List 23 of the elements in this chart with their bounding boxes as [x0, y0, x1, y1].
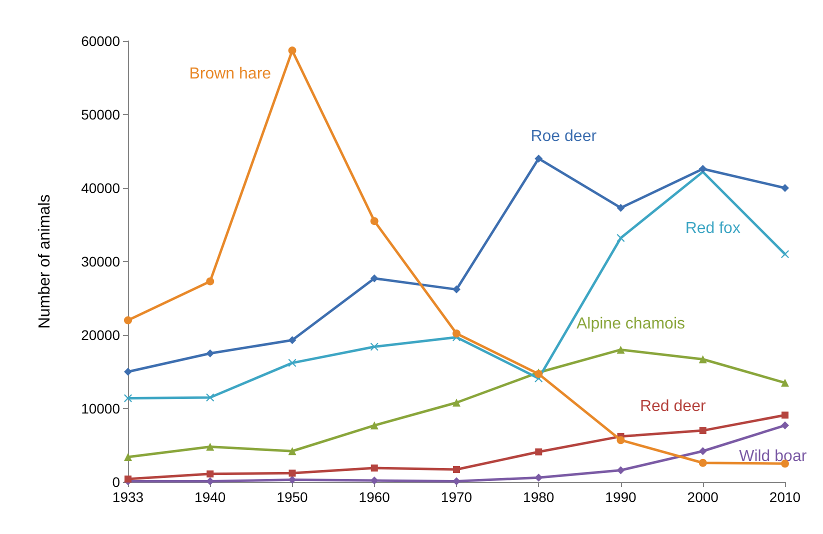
x-tick-label: 2010: [769, 489, 801, 505]
x-tick-label: 1960: [358, 489, 390, 505]
y-tick-label: 40000: [81, 180, 120, 196]
y-tick-label: 50000: [81, 106, 120, 122]
series-label: Red fox: [685, 220, 740, 237]
series-label: Brown hare: [189, 66, 272, 83]
x-tick-label: 1950: [276, 489, 308, 505]
x-tick-label: 1980: [523, 489, 554, 505]
series-label: Alpine chamois: [576, 315, 685, 332]
y-tick-label: 30000: [81, 254, 120, 270]
y-tick-label: 0: [112, 474, 120, 490]
x-tick-label: 1940: [194, 489, 226, 505]
y-tick-label: 10000: [81, 400, 120, 416]
x-tick-label: 1970: [440, 489, 472, 505]
x-tick-label: 1990: [605, 489, 637, 505]
y-axis-title: Number of animals: [36, 194, 54, 329]
y-tick-label: 60000: [81, 33, 120, 49]
series-label: Roe deer: [530, 128, 598, 146]
series-label: Red deer: [640, 398, 706, 415]
y-tick-label: 20000: [81, 327, 120, 343]
x-tick-label: 2000: [687, 489, 719, 505]
x-tick-label: 1933: [112, 489, 144, 505]
series-label: Wild boar: [739, 448, 808, 465]
